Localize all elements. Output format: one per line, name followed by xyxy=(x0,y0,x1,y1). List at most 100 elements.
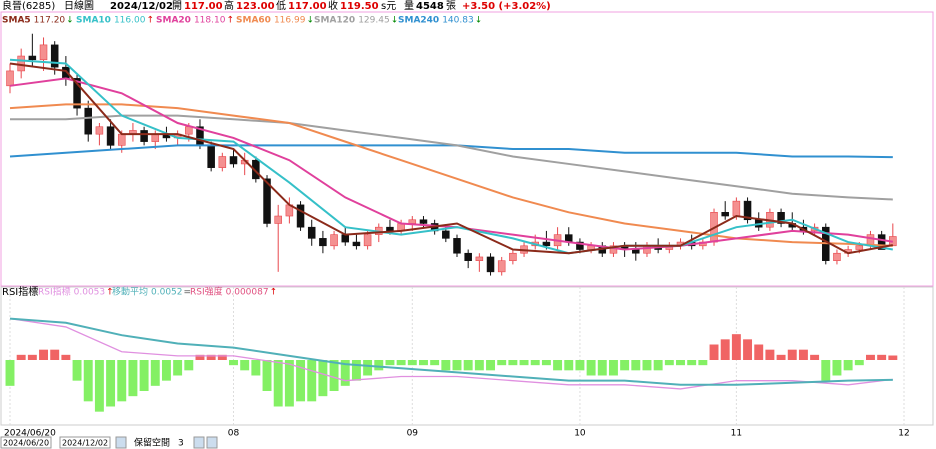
legend-value: 140.83 xyxy=(442,16,474,26)
indicator-bar xyxy=(798,349,808,360)
indicator-bar xyxy=(810,354,820,360)
legend-name: SMA240 xyxy=(398,16,439,26)
indicator-bar xyxy=(731,334,741,360)
indicator-bar xyxy=(497,360,507,366)
indicator-bar xyxy=(642,360,652,371)
indicator-bar xyxy=(284,360,294,407)
legend-trend: = xyxy=(184,288,192,298)
close: 119.50 xyxy=(340,1,379,12)
start-box[interactable] xyxy=(0,436,52,449)
price-frame xyxy=(0,11,934,287)
candle-body xyxy=(363,234,372,247)
candle-body xyxy=(73,78,81,109)
close-label: 收 xyxy=(328,0,338,12)
legend-name: RSI強度 xyxy=(190,286,223,298)
indicator-bar xyxy=(106,360,116,407)
indicator-line xyxy=(9,317,893,386)
indicator-bar xyxy=(530,360,540,366)
start-date[interactable]: 2024/06/20 xyxy=(3,439,49,448)
indicator-bar xyxy=(50,349,60,360)
legend-trend: ↑ xyxy=(146,16,154,26)
indicator-bar xyxy=(787,349,797,360)
end-date[interactable]: 2024/12/02 xyxy=(62,439,108,448)
indicator-bar xyxy=(620,360,630,371)
candle-body xyxy=(117,133,126,146)
candle-body xyxy=(95,126,104,135)
x-tick-label: 11 xyxy=(731,429,742,439)
legend-name: SMA120 xyxy=(314,16,355,26)
candle-body xyxy=(419,219,428,224)
indicator-title: RSI指標 xyxy=(2,285,38,298)
indicator-bar xyxy=(229,360,238,366)
indicator-bar xyxy=(16,354,26,360)
legend-name: SMA10 xyxy=(76,16,111,26)
indicator-bar xyxy=(586,360,596,376)
indicator-bar xyxy=(94,360,104,412)
ma-line xyxy=(9,103,893,247)
indicator-bar xyxy=(329,360,339,391)
indicator-bar xyxy=(854,360,864,366)
header: 良晉(6285) 日線圖 2024/12/02 開 117.00 高 123.0… xyxy=(2,0,551,12)
reserve-label: 保留空間 xyxy=(134,437,170,449)
candle-body xyxy=(6,70,14,87)
legend-value: 118.10 xyxy=(194,16,226,26)
legend-trend: ↓ xyxy=(391,16,399,26)
stock: 良晉(6285) xyxy=(2,0,55,12)
indicator-bar xyxy=(307,360,317,402)
high: 123.00 xyxy=(236,1,275,12)
candle-body xyxy=(207,145,215,168)
end-box[interactable] xyxy=(59,436,111,449)
candle-body xyxy=(386,226,394,232)
candle-body xyxy=(50,44,59,68)
indicator-bar xyxy=(832,360,842,376)
candle-body xyxy=(509,252,517,261)
zoom-button[interactable] xyxy=(206,436,218,449)
x-tick-label: 09 xyxy=(407,429,419,439)
period: 日線圖 xyxy=(64,0,94,12)
indicator-bar xyxy=(553,360,563,371)
ma-line xyxy=(9,62,894,255)
candle-body xyxy=(319,238,327,247)
indicator-bar xyxy=(374,360,384,371)
candle-body xyxy=(632,249,640,254)
x-tick-label: 2024/06/20 xyxy=(4,429,56,439)
candle-body xyxy=(486,256,495,273)
indicator-bar xyxy=(441,360,451,371)
indicator-bar xyxy=(83,360,93,402)
indicator-bar xyxy=(653,360,663,371)
candle-body xyxy=(28,55,37,61)
indicator-bar xyxy=(396,360,406,366)
go-button[interactable] xyxy=(115,436,127,449)
indicator-bar xyxy=(597,360,607,376)
candle-body xyxy=(475,256,484,261)
indicator-bar xyxy=(463,360,473,371)
zoom-button[interactable] xyxy=(193,436,205,449)
indicator-bar xyxy=(117,360,127,402)
legend-value: 117.20 xyxy=(34,16,66,26)
legend-value: 116.99 xyxy=(274,16,306,26)
candle-body xyxy=(576,241,584,250)
legend-value: 129.45 xyxy=(358,16,390,26)
x-tick-label: 10 xyxy=(574,429,586,439)
indicator-bar xyxy=(195,354,205,360)
indicator-bar xyxy=(240,360,250,371)
indicator-bar xyxy=(519,360,529,366)
candle-body xyxy=(274,215,282,224)
change: +3.50 (+3.02%) xyxy=(462,1,551,12)
high-label: 高 xyxy=(224,0,234,12)
indicator-bar xyxy=(161,360,171,381)
candle-body xyxy=(341,234,350,243)
indicator-bar xyxy=(72,360,82,381)
reserve-value[interactable]: 3 xyxy=(178,439,184,449)
open: 117.00 xyxy=(184,1,223,12)
candle-body xyxy=(609,245,618,254)
legend-value: 0.0052 xyxy=(151,288,183,298)
indicator-bar xyxy=(419,360,428,366)
legend-trend: ↓ xyxy=(306,16,314,26)
candle-body xyxy=(442,230,450,239)
toolbar: 2024/06/20 2024/12/02 保留空間 3 xyxy=(0,436,218,449)
candle-body xyxy=(777,212,785,224)
indicator-bar xyxy=(173,360,183,376)
indicator-bar xyxy=(27,354,37,360)
